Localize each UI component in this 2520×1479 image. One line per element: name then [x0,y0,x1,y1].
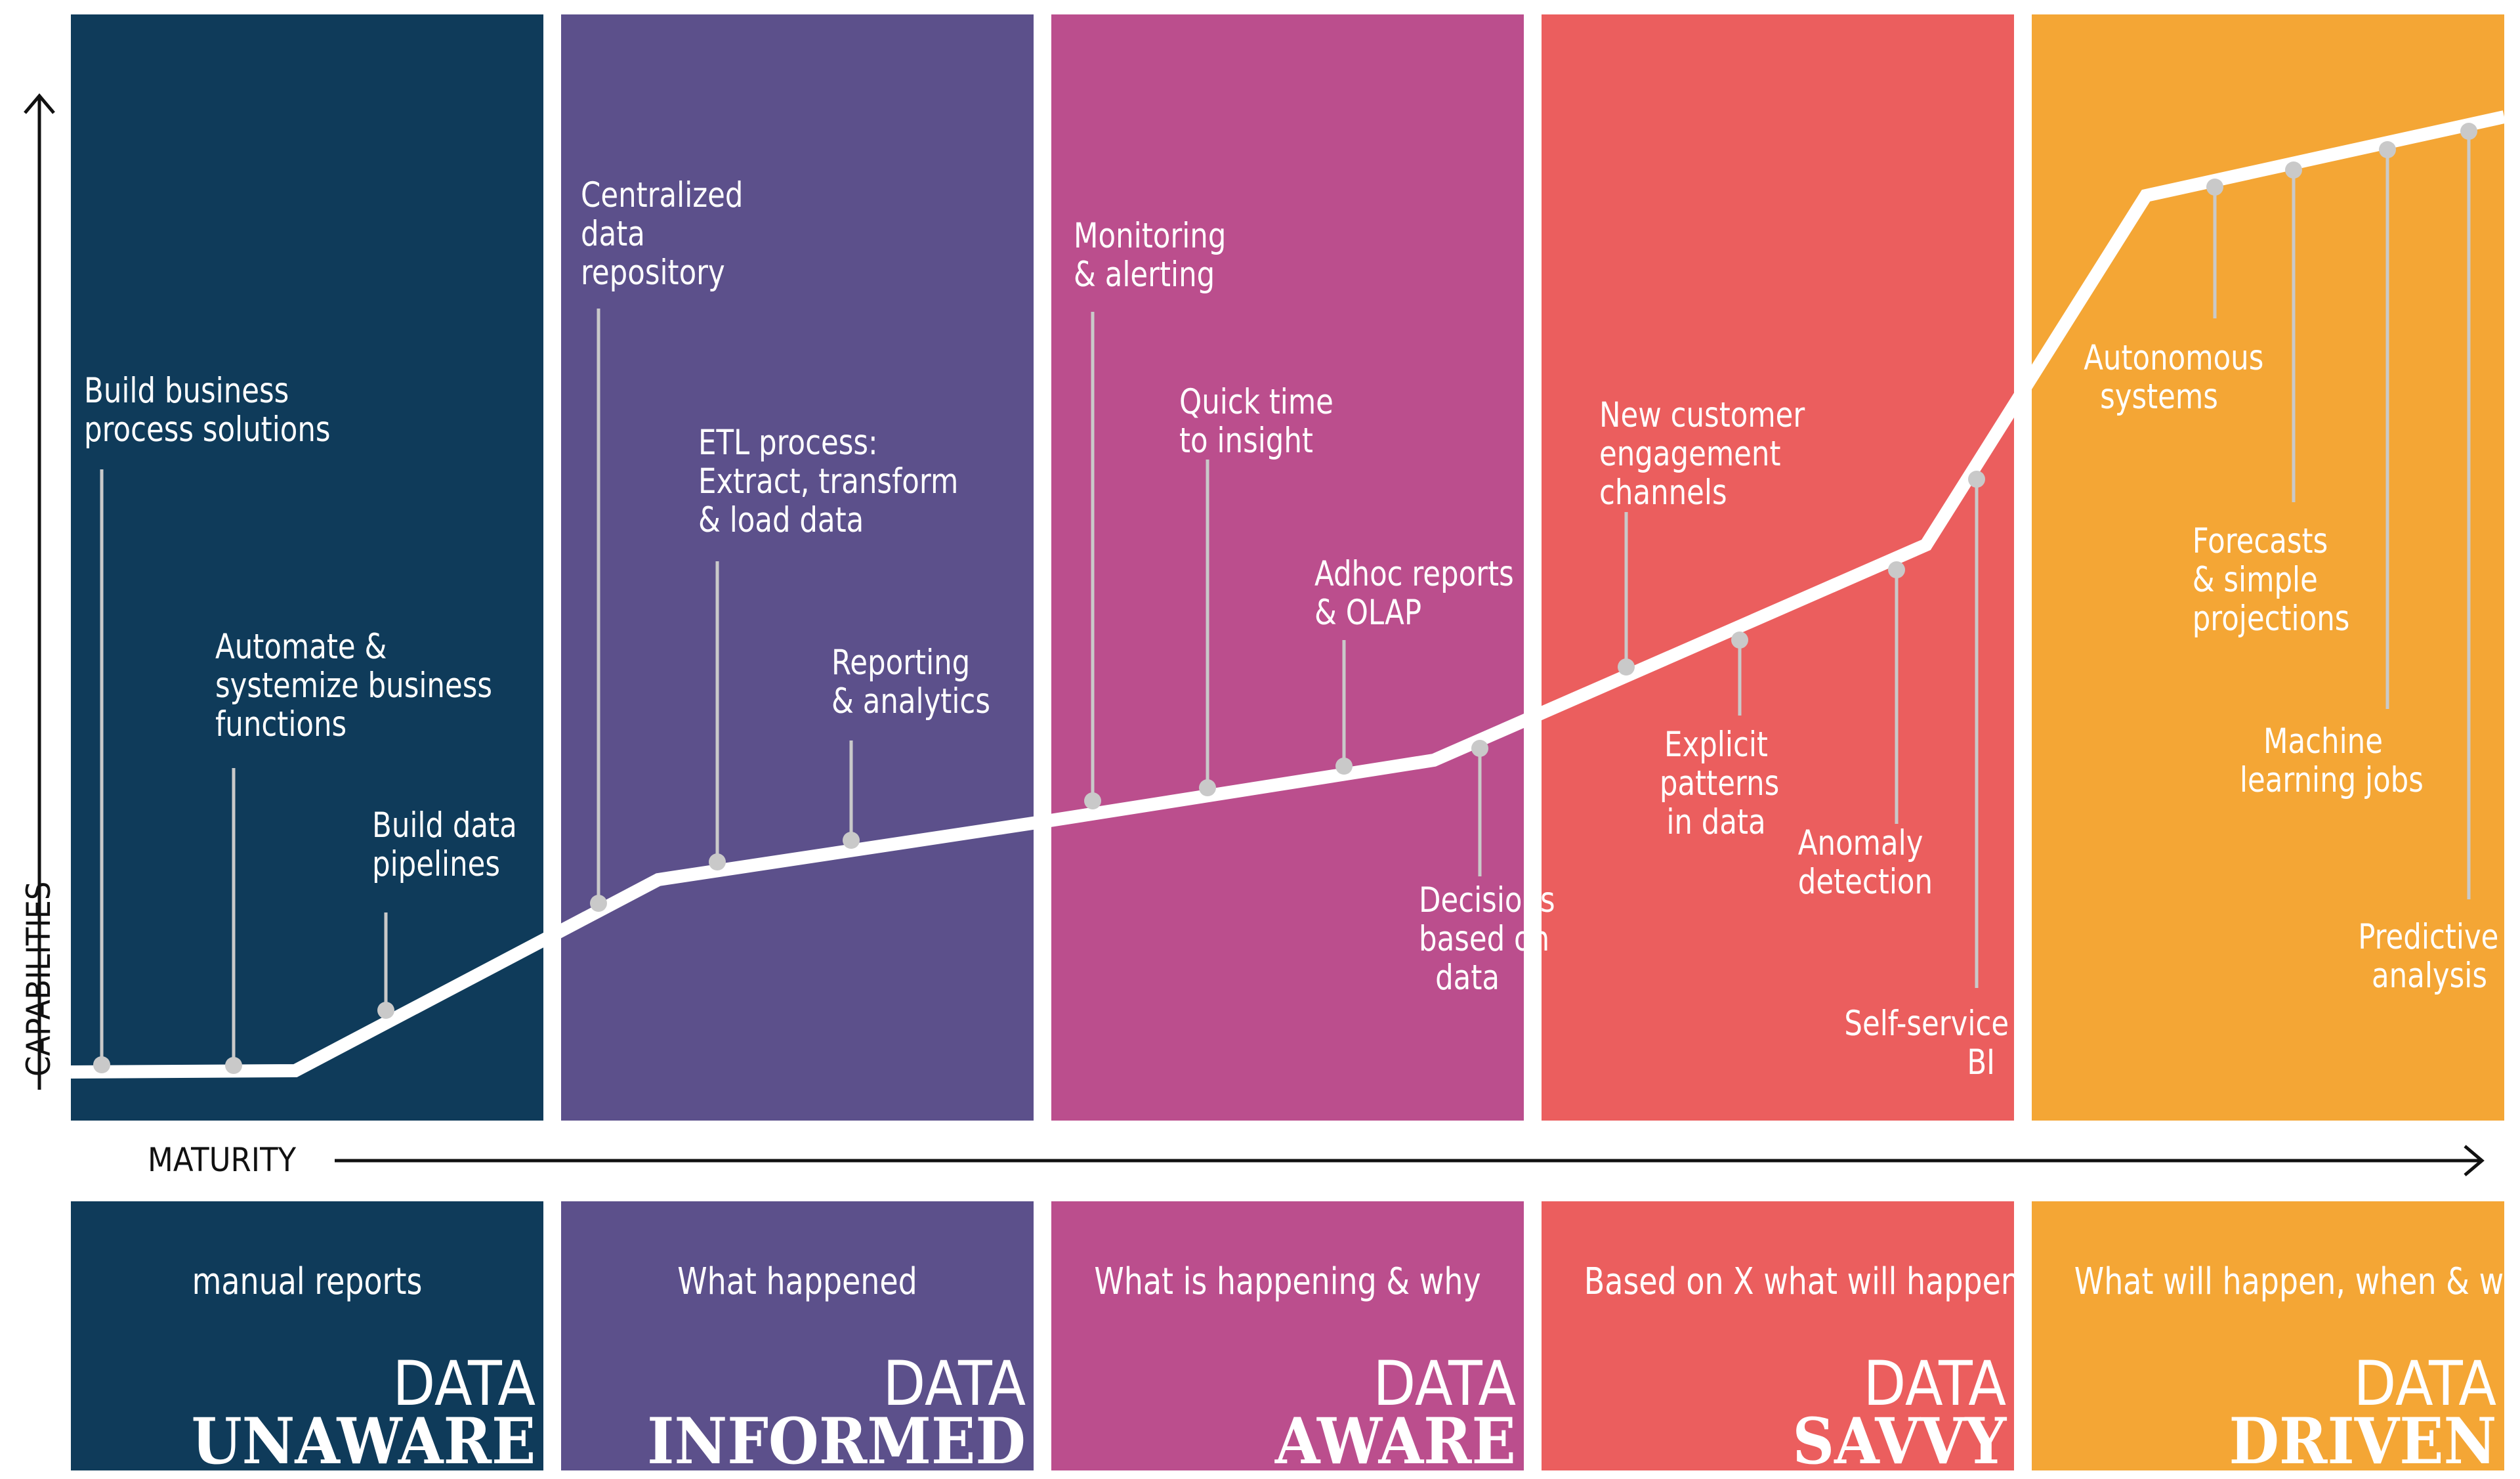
stage-description: manual reports [192,1260,423,1303]
milestone-stems [100,131,2471,1065]
stage-title-word2: DRIVEN [2229,1404,2496,1478]
capability-curve [70,110,2506,1079]
milestone-label: Autonomous systems [2084,338,2264,417]
y-axis-arrow-icon [24,93,55,114]
milestone-dot [2285,161,2302,179]
stage-title-word1: DATA [1863,1348,2006,1420]
milestone-label: Build data pipelines [372,805,517,884]
stage-description: What will happen, when & why [2074,1260,2520,1303]
milestone-label: Anomaly detection [1797,823,1933,902]
stage-panel-driven [2032,14,2504,1121]
stage-description: Based on X what will happen [1584,1260,2020,1303]
stage-title-word2: INFORMED [647,1404,1026,1478]
milestone-dot [2460,123,2477,140]
stage-panel-unaware [71,14,543,1121]
milestone-dot [1335,758,1353,775]
milestone-label: Reporting & analytics [831,643,990,721]
milestone-dots [93,123,2477,1074]
stage-panel-savvy [1542,14,2014,1121]
milestone-label: Adhoc reports & OLAP [1314,554,1514,633]
milestone-dot [377,1002,394,1019]
stage-description: What happened [677,1260,917,1303]
y-axis-label: CAPABILITIES [20,881,58,1077]
milestone-label: Build business process solutions [84,371,331,450]
stage-title-word1: DATA [392,1348,536,1420]
milestone-label: Automate & systemize business functions [215,627,492,744]
milestone-dot [1199,779,1216,796]
stage-box-unaware: manual reports DATA UNAWARE [71,1201,543,1478]
stage-description: What is happening & why [1094,1260,1481,1303]
stage-title-word2: UNAWARE [191,1404,536,1478]
stage-panel-aware [1051,14,1524,1121]
milestone-label: Self-service BI [1844,1004,2009,1082]
milestone-label: Monitoring & alerting [1074,216,1227,295]
milestone-dot [709,853,726,870]
milestone-dot [1968,471,1985,488]
milestone-label: Machine learning jobs [2239,721,2424,800]
milestone-label: Predictive analysis [2358,917,2499,996]
stage-title-word2: SAVVY [1792,1404,2006,1478]
x-axis-label: MATURITY [148,1141,297,1179]
stage-box-informed: What happened DATA INFORMED [561,1201,1034,1478]
stage-box-aware: What is happening & why DATA AWARE [1051,1201,1524,1478]
milestone-label: Forecasts & simple projections [2192,521,2350,639]
milestone-dot [1471,740,1488,757]
milestone-dot [1731,632,1748,649]
milestone-dot [93,1056,110,1073]
stage-title-word1: DATA [883,1348,1026,1420]
stage-panel-informed [561,14,1034,1121]
milestone-label: New customer engagement channels [1599,395,1805,513]
milestone-label: Decisions based on data [1419,880,1555,998]
milestone-dot [225,1057,242,1074]
milestone-dot [590,895,607,912]
stage-title-word1: DATA [1373,1348,1516,1420]
milestone-dot [1618,658,1635,675]
milestone-dot [2206,179,2223,196]
milestone-label: ETL process: Extract, transform & load d… [698,423,959,540]
stage-box-savvy: Based on X what will happen DATA SAVVY [1542,1201,2020,1478]
milestone-label: Quick time to insight [1179,382,1334,461]
milestone-label: Centralized data repository [581,175,744,293]
milestone-dot [843,832,860,849]
stage-box-driven: What will happen, when & why DATA DRIVEN [2032,1201,2520,1478]
stage-title-word1: DATA [2353,1348,2496,1420]
milestone-dot [2379,141,2396,158]
x-axis-arrow-icon [2464,1145,2485,1176]
milestone-dot [1888,561,1905,578]
milestone-dot [1084,792,1101,809]
milestone-label: Explicit patterns in data [1659,725,1780,842]
stage-title-word2: AWARE [1275,1404,1516,1478]
